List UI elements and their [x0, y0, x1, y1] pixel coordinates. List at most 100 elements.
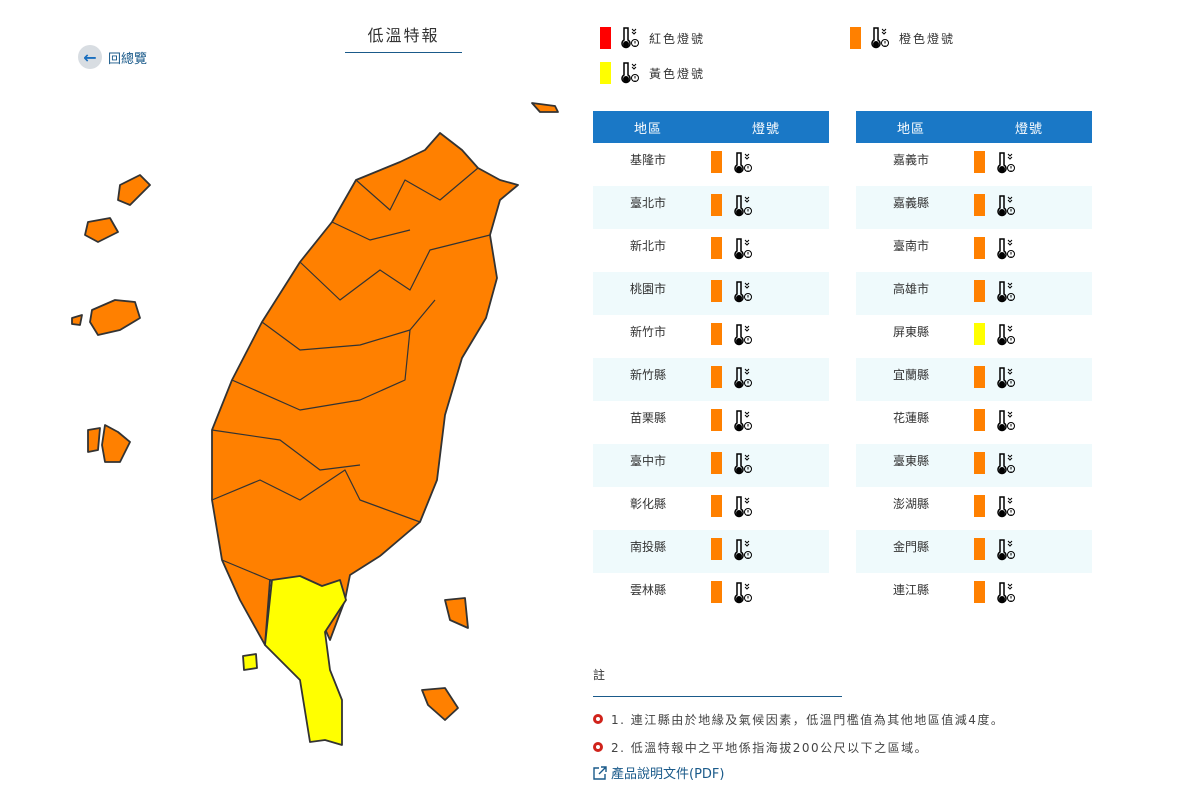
pdf-link[interactable]: 產品說明文件(PDF) [593, 763, 1004, 782]
thermometer-icon [734, 453, 752, 475]
region-name: 彰化縣 [629, 497, 666, 511]
legend-yellow: 黃色燈號 [600, 61, 705, 85]
signal-swatch [974, 151, 985, 173]
back-label: 回總覽 [108, 51, 148, 67]
signal-swatch [974, 495, 985, 517]
table-row: 新竹市 [593, 315, 829, 358]
thermometer-icon [734, 238, 752, 260]
signal-cell [703, 358, 829, 401]
signal-cell [966, 315, 1092, 358]
signal-swatch [974, 194, 985, 216]
signal-swatch [711, 581, 722, 603]
legend-label: 橙色燈號 [899, 31, 956, 46]
region-name: 宜蘭縣 [856, 358, 966, 401]
map-island-matsu [531, 102, 559, 113]
signal-cell [966, 530, 1092, 573]
table-row: 屏東縣 [856, 315, 1092, 358]
region-name: 臺北市 [593, 186, 703, 229]
page-title: 低溫特報 [345, 22, 462, 53]
col-region: 地區 [856, 111, 966, 143]
signal-swatch [974, 323, 985, 345]
signal-swatch [711, 538, 722, 560]
signal-cell [966, 487, 1092, 530]
signal-swatch [711, 452, 722, 474]
orange-swatch [850, 27, 861, 49]
region-name: 澎湖縣 [892, 497, 929, 511]
thermometer-icon [734, 582, 752, 604]
signal-cell [966, 186, 1092, 229]
map-region-pingtung [264, 575, 347, 746]
table-row: 高雄市 [856, 272, 1092, 315]
thermometer-icon [997, 539, 1015, 561]
region-name: 連江縣 [892, 583, 929, 597]
table-row: 金門縣 [856, 530, 1092, 573]
table-row: 臺北市 [593, 186, 829, 229]
signal-cell [966, 573, 1092, 616]
signal-cell [703, 573, 829, 616]
note-text: 2. 低溫特報中之平地係指海拔200公尺以下之區域。 [611, 740, 929, 755]
back-to-overview-link[interactable]: ← 回總覽 [78, 45, 147, 69]
signal-cell [966, 401, 1092, 444]
thermometer-icon [734, 324, 752, 346]
table-row: 基隆市 [593, 143, 829, 186]
thermometer-icon [734, 496, 752, 518]
signal-cell [703, 315, 829, 358]
signal-swatch [974, 280, 985, 302]
signal-cell [703, 229, 829, 272]
table-row: 嘉義縣 [856, 186, 1092, 229]
signal-swatch [974, 237, 985, 259]
thermometer-icon [734, 152, 752, 174]
pdf-link-label: 產品說明文件(PDF) [611, 767, 725, 782]
map-region-main [211, 132, 519, 646]
signal-cell [703, 487, 829, 530]
signal-cell [703, 186, 829, 229]
table-row: 苗栗縣 [593, 401, 829, 444]
table-row: 臺中市 [593, 444, 829, 487]
table-row: 澎湖縣 [856, 487, 1092, 530]
table-row: 南投縣 [593, 530, 829, 573]
table-row: 彰化縣 [593, 487, 829, 530]
region-name: 新竹市 [629, 325, 666, 339]
region-name: 嘉義縣 [856, 186, 966, 229]
thermometer-icon [734, 195, 752, 217]
thermometer-icon [997, 238, 1015, 260]
region-name: 臺中市 [593, 444, 703, 487]
region-table-left: 地區 燈號 基隆市 臺北市 新北市 桃園市 新竹市 新竹縣 苗栗縣 臺中市 彰化縣 南投縣 雲林縣 [593, 111, 829, 616]
signal-swatch [711, 495, 722, 517]
table-row: 桃園市 [593, 272, 829, 315]
map-island-orchid [421, 687, 459, 721]
thermometer-icon [997, 410, 1015, 432]
region-name: 基隆市 [629, 153, 666, 167]
thermometer-icon [997, 195, 1015, 217]
thermometer-icon [734, 281, 752, 303]
thermometer-icon [871, 27, 889, 49]
region-name: 高雄市 [856, 272, 966, 315]
note-text: 1. 連江縣由於地緣及氣候因素，低溫門檻值為其他地區值減4度。 [611, 712, 1005, 727]
region-name: 嘉義市 [892, 153, 929, 167]
signal-cell [966, 229, 1092, 272]
legend-red: 紅色燈號 [600, 26, 705, 50]
col-signal: 燈號 [966, 111, 1092, 143]
yellow-swatch [600, 62, 611, 84]
map-island-green [444, 597, 469, 629]
map-island-penghu [71, 174, 151, 463]
signal-swatch [974, 366, 985, 388]
notes-heading: 註 [593, 666, 842, 697]
note-item: 1. 連江縣由於地緣及氣候因素，低溫門檻值為其他地區值減4度。 [593, 705, 1004, 733]
signal-swatch [711, 409, 722, 431]
external-link-icon [593, 765, 607, 780]
thermometer-icon [621, 27, 639, 49]
signal-swatch [711, 323, 722, 345]
region-name: 苗栗縣 [629, 411, 666, 425]
col-signal: 燈號 [703, 111, 829, 143]
legend-label: 紅色燈號 [649, 31, 706, 46]
arrow-left-icon: ← [78, 45, 102, 69]
thermometer-icon [997, 324, 1015, 346]
signal-cell [966, 358, 1092, 401]
signal-cell [966, 143, 1092, 186]
region-name: 花蓮縣 [892, 411, 929, 425]
region-name: 新竹縣 [593, 358, 703, 401]
signal-swatch [711, 151, 722, 173]
table-row: 新北市 [593, 229, 829, 272]
signal-swatch [974, 538, 985, 560]
